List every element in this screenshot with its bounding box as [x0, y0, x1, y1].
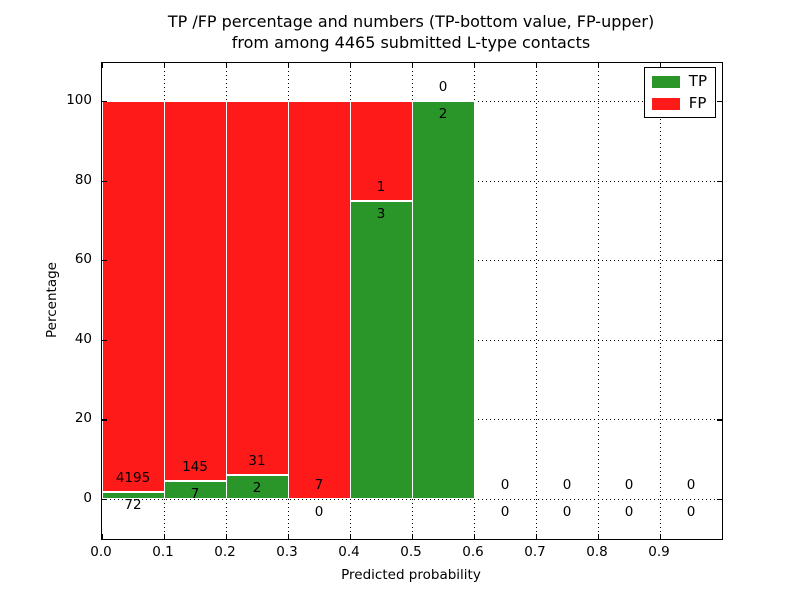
- x-tick-mark: [225, 63, 227, 68]
- x-tick-label: 0.9: [648, 544, 670, 560]
- legend-swatch-tp: [651, 75, 680, 88]
- x-tick-mark: [535, 63, 537, 68]
- legend-item-fp: FP: [651, 94, 707, 112]
- x-tick-label: 0.2: [214, 544, 236, 560]
- y-tick-mark: [717, 260, 722, 262]
- y-tick-mark: [717, 101, 722, 103]
- x-tick-mark: [659, 534, 661, 539]
- tp-count-label: 3: [376, 205, 386, 222]
- x-tick-mark: [473, 63, 475, 68]
- bar-fp-segment: [164, 101, 227, 481]
- x-tick-mark: [411, 63, 413, 68]
- x-tick-label: 0.1: [152, 544, 174, 560]
- y-tick-mark: [102, 499, 107, 501]
- legend: TP FP: [643, 67, 716, 118]
- bar-tp-segment: [226, 474, 289, 499]
- tp-count-label: 72: [124, 497, 142, 514]
- x-tick-label: 0.5: [400, 544, 422, 560]
- tp-count-label: 2: [438, 106, 448, 122]
- fp-count-label: 31: [248, 452, 266, 469]
- y-tick-mark: [717, 339, 722, 341]
- tp-count-label: 0: [500, 504, 510, 520]
- y-tick-label: 0: [83, 490, 92, 506]
- x-tick-mark: [597, 534, 599, 539]
- plot-area: 4195 72 145 7 31 2 7 0 1 3 0 2 0 0 0 0 0 0 0 0 TP FP: [101, 62, 723, 540]
- tp-count-label: 0: [624, 504, 634, 520]
- fp-count-label: 4195: [115, 470, 151, 487]
- x-tick-mark: [101, 534, 103, 539]
- y-tick-label: 20: [74, 410, 92, 427]
- x-tick-mark: [287, 534, 289, 539]
- y-tick-mark: [102, 101, 107, 103]
- y-tick-label: 80: [74, 171, 92, 188]
- bar-fp-segment: [288, 101, 351, 499]
- x-tick-mark: [349, 534, 351, 539]
- y-tick-label: 100: [66, 92, 92, 108]
- legend-swatch-fp: [651, 97, 680, 110]
- x-tick-mark: [535, 534, 537, 539]
- x-tick-label: 0.3: [276, 544, 298, 560]
- x-tick-mark: [473, 534, 475, 539]
- chart-title-line2: from among 4465 submitted L-type contact…: [231, 33, 591, 52]
- fp-count-label: 0: [686, 477, 696, 493]
- x-gridline: [535, 63, 537, 539]
- x-axis-label: Predicted probability: [341, 567, 481, 583]
- x-tick-mark: [287, 63, 289, 68]
- bar-fp-segment: [226, 101, 289, 475]
- x-tick-mark: [163, 534, 165, 539]
- y-tick-mark: [102, 260, 107, 262]
- x-tick-mark: [659, 63, 661, 68]
- x-gridline: [659, 63, 661, 539]
- legend-label: TP: [688, 72, 707, 90]
- y-tick-mark: [102, 419, 107, 421]
- fp-count-label: 0: [562, 477, 572, 493]
- tp-count-label: 2: [252, 479, 262, 496]
- y-tick-mark: [717, 180, 722, 182]
- bar-fp-segment: [102, 101, 165, 493]
- x-tick-label: 0.8: [586, 544, 608, 560]
- x-tick-mark: [163, 63, 165, 68]
- tp-count-label: 0: [562, 504, 572, 520]
- x-tick-mark: [411, 534, 413, 539]
- legend-label: FP: [688, 94, 707, 112]
- tp-count-label: 0: [686, 504, 696, 520]
- fp-count-label: 1: [376, 178, 386, 195]
- x-tick-label: 0.6: [462, 544, 484, 560]
- y-tick-mark: [102, 339, 107, 341]
- legend-item-tp: TP: [651, 72, 707, 90]
- tp-count-label: 7: [190, 485, 200, 502]
- x-tick-mark: [349, 63, 351, 68]
- y-axis-label: Percentage: [44, 262, 60, 338]
- y-tick-mark: [717, 419, 722, 421]
- bar-tp-segment: [412, 101, 475, 499]
- y-tick-mark: [717, 499, 722, 501]
- fp-count-label: 145: [182, 458, 208, 475]
- tp-count-label: 0: [314, 504, 324, 520]
- fp-count-label: 0: [624, 477, 634, 493]
- bar-tp-segment: [350, 200, 413, 499]
- x-tick-label: 0.4: [338, 544, 360, 560]
- fp-count-label: 0: [438, 79, 448, 95]
- x-tick-label: 0.0: [90, 544, 112, 560]
- y-gridline: [102, 499, 722, 500]
- x-tick-mark: [225, 534, 227, 539]
- fp-count-label: 0: [500, 477, 510, 493]
- x-tick-mark: [101, 63, 103, 68]
- y-tick-mark: [102, 180, 107, 182]
- y-tick-label: 60: [74, 251, 92, 268]
- fp-count-label: 7: [314, 477, 324, 493]
- x-gridline: [597, 63, 599, 539]
- y-tick-label: 40: [74, 330, 92, 347]
- chart-title: TP /FP percentage and numbers (TP-bottom…: [101, 11, 721, 53]
- x-tick-label: 0.7: [524, 544, 546, 560]
- chart-title-line1: TP /FP percentage and numbers (TP-bottom…: [167, 12, 655, 31]
- x-tick-mark: [597, 63, 599, 68]
